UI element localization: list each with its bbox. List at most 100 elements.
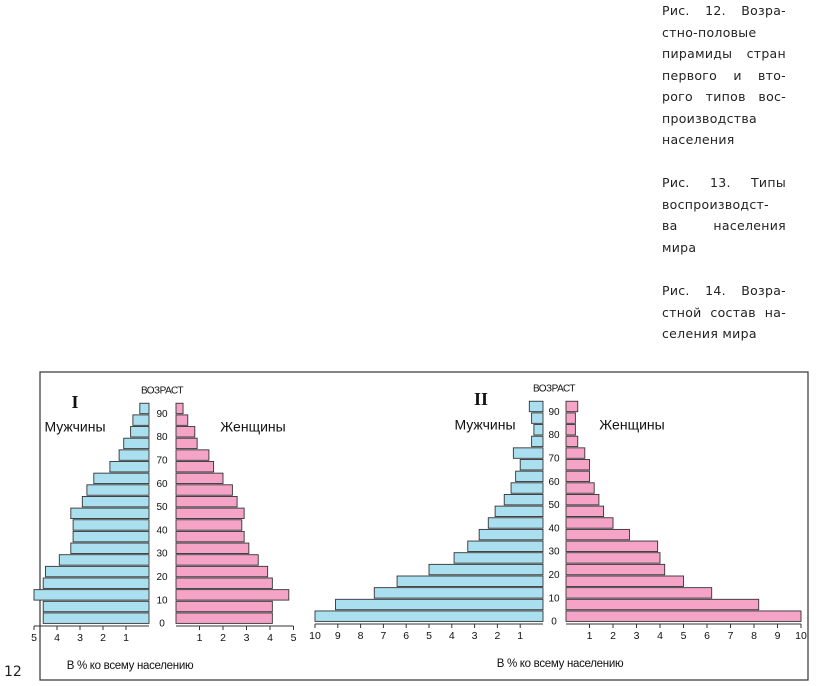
x-tick-label: 5 <box>31 632 37 644</box>
bar <box>565 470 590 483</box>
bar <box>533 424 544 436</box>
bar <box>565 610 802 622</box>
x-tick-label: 2 <box>610 630 616 642</box>
bar <box>81 496 150 508</box>
bar <box>515 470 544 483</box>
bar <box>175 461 215 473</box>
bar <box>565 482 595 494</box>
bar <box>565 575 684 587</box>
x-tick-label: 3 <box>77 632 83 644</box>
legend-label: Женщины <box>599 417 664 433</box>
age-tick-label: 70 <box>548 454 560 465</box>
bar <box>565 435 579 448</box>
bar <box>519 459 544 471</box>
legend-label: Женщины <box>220 419 285 435</box>
bar <box>175 577 273 589</box>
bar <box>175 426 196 438</box>
bar <box>175 612 273 624</box>
bar <box>565 552 661 564</box>
bar <box>565 424 576 436</box>
age-tick-label: 0 <box>159 619 165 630</box>
x-tick-label: 4 <box>449 630 455 642</box>
x-axis-title: В % ко всему населению <box>67 660 194 672</box>
caption-line: производства <box>662 110 757 126</box>
x-tick-label: 8 <box>358 630 364 642</box>
x-tick-label: 2 <box>220 632 226 644</box>
legend-label: Мужчины <box>44 419 105 435</box>
caption-line: первого и вто- <box>662 67 786 83</box>
bar <box>72 519 150 531</box>
bar <box>109 461 150 473</box>
x-tick-label: 2 <box>100 632 106 644</box>
bar <box>512 447 544 459</box>
age-axis-title: ВОЗРАСТ <box>141 385 183 396</box>
bar <box>42 612 150 624</box>
chart-label: II <box>474 389 488 409</box>
caption-line: Рис. 14. Возра- <box>662 283 786 298</box>
age-tick-label: 30 <box>156 549 168 560</box>
x-tick-label: 4 <box>267 632 273 644</box>
bar <box>175 449 210 461</box>
age-tick-label: 90 <box>548 407 560 418</box>
age-tick-label: 0 <box>551 617 557 628</box>
age-tick-label: 40 <box>156 525 168 536</box>
bar <box>123 437 150 450</box>
bar <box>33 589 150 601</box>
age-tick-label: 20 <box>548 570 560 581</box>
bar <box>531 412 544 424</box>
x-tick-label: 4 <box>54 632 60 644</box>
age-axis-title: ВОЗРАСТ <box>533 383 575 394</box>
bar <box>86 484 150 496</box>
caption-line: пирамиды стран <box>662 46 786 61</box>
bar <box>118 449 150 461</box>
bar <box>565 400 579 413</box>
age-tick-label: 40 <box>548 523 560 534</box>
bar <box>45 565 150 578</box>
bar <box>565 494 600 506</box>
bar <box>175 530 245 543</box>
caption-line: стно-половые <box>662 24 757 40</box>
bar <box>531 435 544 448</box>
bar <box>565 528 630 541</box>
age-tick-label: 70 <box>156 456 168 467</box>
bar <box>175 484 233 496</box>
bar <box>565 517 614 529</box>
age-tick-label: 50 <box>156 502 168 513</box>
bar <box>139 402 150 415</box>
bar <box>93 472 150 485</box>
x-tick-label: 6 <box>403 630 409 642</box>
bar <box>175 589 290 601</box>
age-tick-label: 80 <box>548 430 560 441</box>
caption: Рис. 12. Возра-стно-половые пирамиды стра… <box>662 0 786 151</box>
bar <box>494 505 544 518</box>
bar <box>72 530 150 543</box>
caption-line: ва населения <box>662 218 786 233</box>
caption-line: стной состав на- <box>662 304 786 320</box>
x-tick-label: 5 <box>291 632 297 644</box>
bar <box>70 542 150 554</box>
age-tick-label: 60 <box>156 479 168 490</box>
bar <box>175 402 184 415</box>
bar <box>175 472 224 485</box>
age-tick-label: 30 <box>548 547 560 558</box>
x-tick-label: 5 <box>681 630 687 642</box>
bar <box>478 528 544 541</box>
bar <box>373 587 544 599</box>
x-tick-label: 1 <box>197 632 203 644</box>
caption-line: населения <box>662 132 735 147</box>
bar <box>565 563 666 576</box>
bar <box>175 542 250 554</box>
bar <box>335 598 544 611</box>
x-tick-label: 9 <box>335 630 341 642</box>
x-tick-label: 8 <box>751 630 757 642</box>
chart-label: I <box>71 392 78 412</box>
bar <box>175 507 245 520</box>
bar <box>565 459 590 471</box>
bar <box>175 554 259 566</box>
bar <box>130 426 150 438</box>
x-axis-title: В % ко всему населению <box>497 658 624 670</box>
x-tick-label: 5 <box>426 630 432 642</box>
caption: Рис. 13. Типы воспроизводст-ва населения м… <box>662 172 786 258</box>
caption: Рис. 14. Возра-стной состав на-селения м… <box>662 280 786 345</box>
